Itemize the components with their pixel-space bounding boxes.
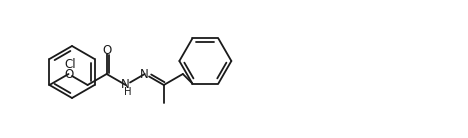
Text: O: O [102,43,111,56]
Text: H: H [124,87,132,97]
Text: O: O [64,67,73,80]
Text: Cl: Cl [64,58,76,71]
Text: N: N [140,67,149,80]
Text: N: N [121,79,130,91]
